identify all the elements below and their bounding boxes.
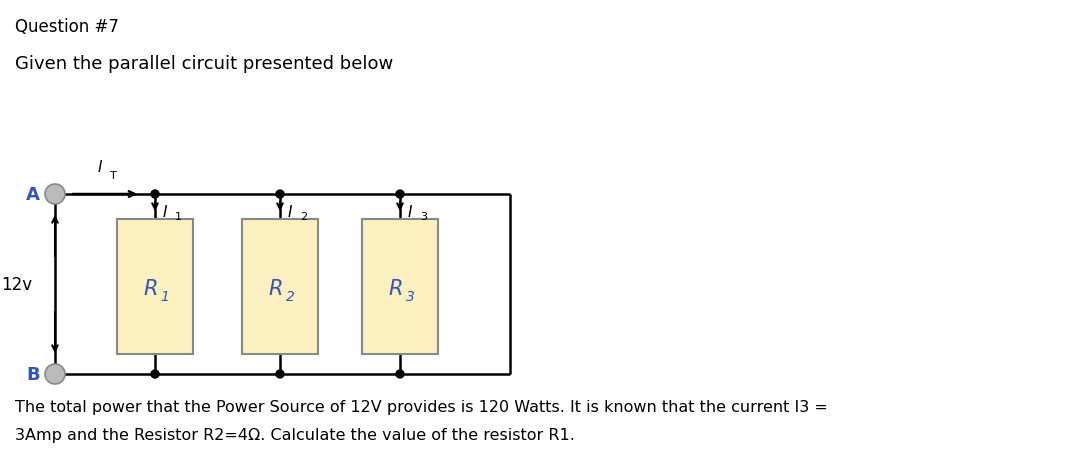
Text: 12v: 12v [1, 275, 32, 293]
Text: T: T [110, 171, 116, 181]
Circle shape [45, 185, 65, 205]
Text: I: I [288, 205, 293, 219]
Bar [362, 219, 438, 354]
Text: 2: 2 [300, 212, 308, 222]
Text: 2: 2 [285, 290, 295, 304]
Text: I: I [163, 205, 168, 219]
Text: A: A [26, 186, 40, 203]
Text: R: R [144, 279, 158, 299]
Text: Given the parallel circuit presented below: Given the parallel circuit presented bel… [15, 55, 393, 73]
Text: 1: 1 [175, 212, 182, 222]
Text: I: I [97, 160, 103, 175]
Text: The total power that the Power Source of 12V provides is 120 Watts. It is known : The total power that the Power Source of… [15, 399, 828, 414]
Text: B: B [27, 365, 40, 383]
Circle shape [151, 191, 159, 198]
Bar [242, 219, 318, 354]
Bar [117, 219, 193, 354]
Text: R: R [389, 279, 404, 299]
Text: 3Amp and the Resistor R2=4Ω. Calculate the value of the resistor R1.: 3Amp and the Resistor R2=4Ω. Calculate t… [15, 427, 575, 442]
Circle shape [276, 191, 284, 198]
Circle shape [276, 370, 284, 378]
Text: 3: 3 [406, 290, 414, 304]
Text: R: R [269, 279, 283, 299]
Circle shape [396, 191, 404, 198]
Text: I: I [408, 205, 412, 219]
Circle shape [45, 364, 65, 384]
Text: 3: 3 [420, 212, 427, 222]
Text: 1: 1 [160, 290, 170, 304]
Text: Question #7: Question #7 [15, 18, 119, 36]
Circle shape [151, 370, 159, 378]
Circle shape [396, 370, 404, 378]
